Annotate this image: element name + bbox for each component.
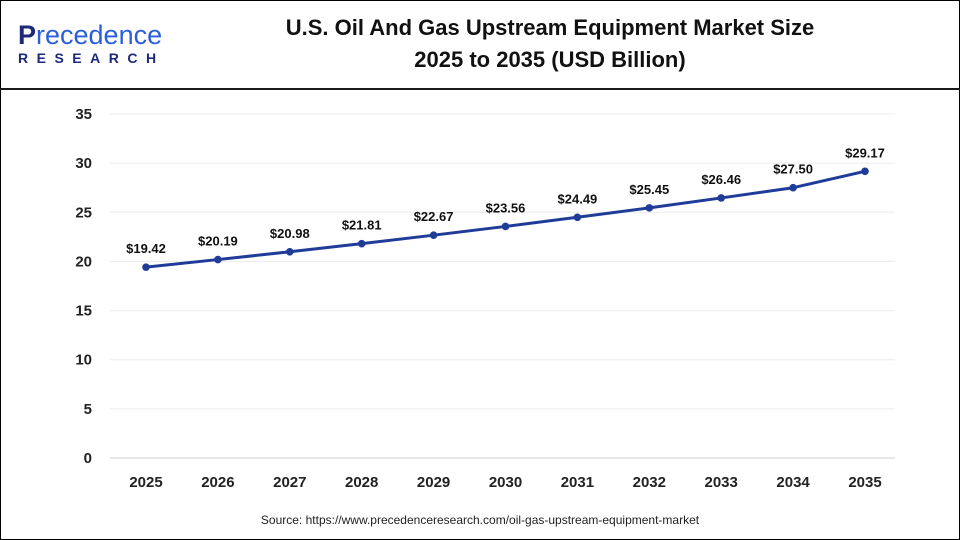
data-point bbox=[429, 231, 438, 239]
data-label: $29.17 bbox=[845, 145, 885, 160]
x-tick-label: 2031 bbox=[561, 474, 594, 491]
x-tick-label: 2025 bbox=[129, 474, 162, 491]
logo-text-p: P bbox=[18, 20, 37, 50]
data-label: $19.42 bbox=[126, 241, 166, 256]
x-tick-label: 2033 bbox=[705, 474, 738, 491]
data-point bbox=[142, 263, 150, 271]
y-tick-label: 35 bbox=[75, 106, 92, 123]
data-point bbox=[214, 255, 222, 264]
y-tick-label: 5 bbox=[84, 401, 92, 418]
data-point bbox=[645, 204, 654, 212]
chart-title-block: U.S. Oil And Gas Upstream Equipment Mark… bbox=[230, 12, 870, 76]
data-label: $21.81 bbox=[342, 218, 382, 233]
y-tick-label: 10 bbox=[75, 352, 92, 369]
data-label: $26.46 bbox=[701, 172, 741, 187]
x-tick-label: 2026 bbox=[201, 474, 234, 491]
logo-text-research: RESEARCH bbox=[18, 50, 165, 66]
logo-text-recedence: recedence bbox=[36, 20, 163, 50]
y-tick-label: 30 bbox=[75, 155, 92, 172]
x-tick-label: 2029 bbox=[417, 474, 450, 491]
data-point bbox=[717, 194, 725, 202]
x-tick-label: 2030 bbox=[489, 474, 522, 491]
data-label: $23.56 bbox=[486, 200, 526, 215]
data-label: $20.98 bbox=[270, 226, 310, 241]
x-tick-label: 2034 bbox=[776, 474, 810, 491]
data-label: $22.67 bbox=[414, 209, 454, 224]
data-point bbox=[286, 247, 294, 256]
precedence-research-logo: Precedence RESEARCH bbox=[18, 20, 165, 67]
chart-title: U.S. Oil And Gas Upstream Equipment Mark… bbox=[285, 15, 815, 40]
y-tick-label: 0 bbox=[84, 450, 92, 467]
x-tick-label: 2027 bbox=[273, 474, 306, 491]
data-label: $20.19 bbox=[198, 234, 238, 249]
data-label: $27.50 bbox=[773, 162, 813, 177]
series-line bbox=[145, 169, 866, 269]
source-note: Source: https://www.precedenceresearch.c… bbox=[260, 513, 700, 527]
data-point bbox=[861, 167, 869, 176]
data-point bbox=[573, 213, 582, 222]
y-tick-label: 15 bbox=[75, 303, 92, 320]
x-tick-label: 2035 bbox=[848, 474, 881, 491]
chart-subtitle: 2025 to 2035 (USD Billion) bbox=[414, 47, 686, 72]
data-point bbox=[789, 183, 797, 192]
header: Precedence RESEARCH U.S. Oil And Gas Ups… bbox=[0, 0, 960, 90]
x-tick-label: 2028 bbox=[345, 474, 378, 491]
data-point bbox=[357, 239, 366, 248]
y-tick-label: 25 bbox=[75, 204, 92, 221]
data-label: $24.49 bbox=[558, 191, 598, 206]
y-tick-label: 20 bbox=[75, 253, 92, 270]
data-point bbox=[501, 222, 510, 231]
data-label: $25.45 bbox=[629, 182, 669, 197]
x-tick-label: 2032 bbox=[633, 474, 666, 491]
